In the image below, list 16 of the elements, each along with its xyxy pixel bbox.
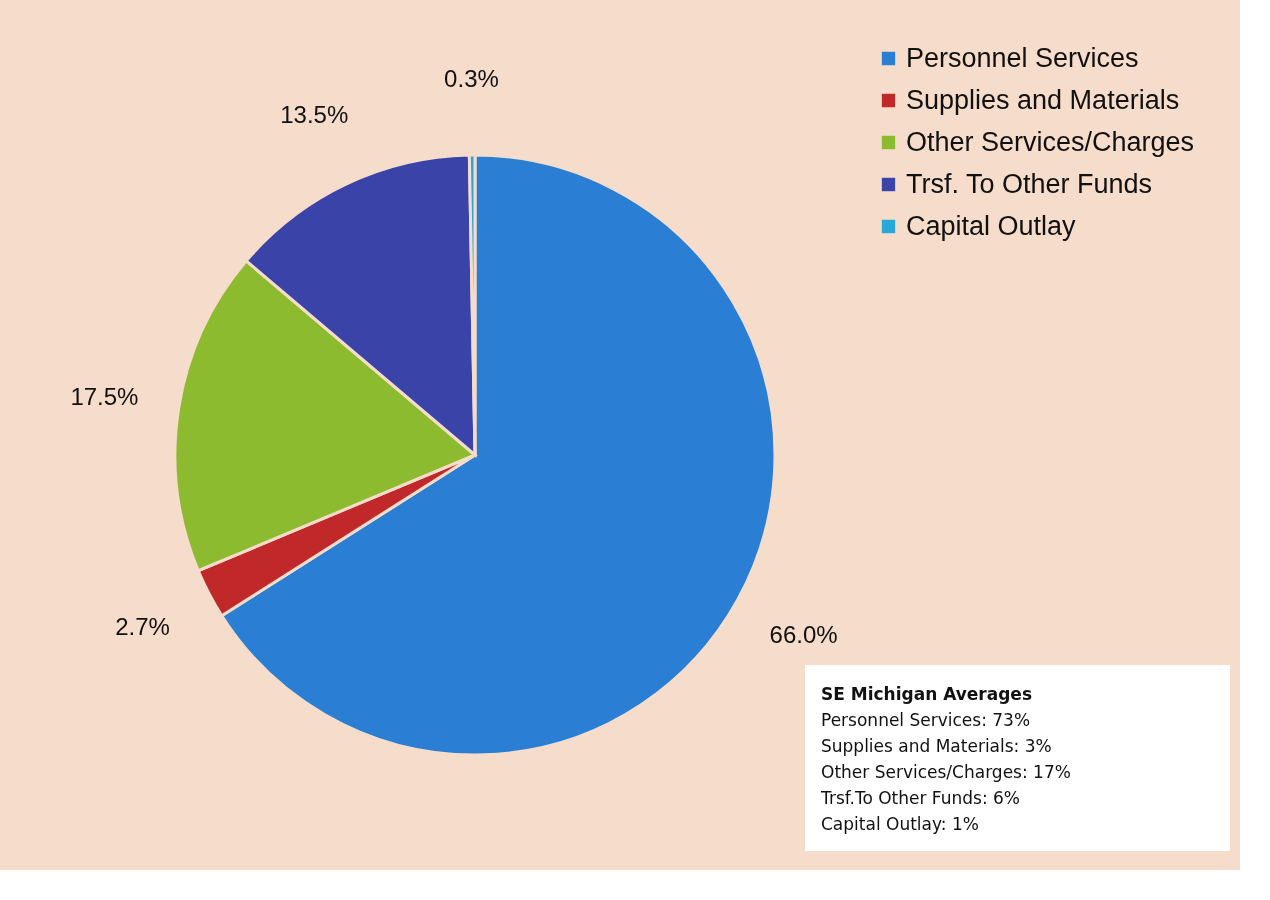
text: Trsf.To Other Funds: 6%: [820, 788, 1021, 808]
legend-label: Capital Outlay: [906, 210, 1077, 241]
data-label: 17.5%: [70, 382, 139, 410]
data-label: 66.0%: [769, 620, 838, 648]
data-label: 13.5%: [280, 101, 349, 129]
text: Supplies and Materials: 3%: [821, 736, 1052, 756]
text: Capital Outlay: 1%: [821, 814, 979, 834]
data-label: 0.3%: [444, 65, 499, 93]
text: Other Services/Charges: 17%: [821, 762, 1071, 782]
legend-label: Supplies and Materials: [906, 84, 1180, 115]
legend-label: Other Services/Charges: [906, 126, 1195, 157]
text: SE Michigan Averages: [821, 684, 1033, 704]
text: Personnel Services: 73%: [821, 710, 1031, 730]
legend-label: Personnel Services: [906, 42, 1139, 73]
data-label: 2.7%: [115, 613, 170, 641]
legend-label: Trsf. To Other Funds: [906, 168, 1153, 199]
